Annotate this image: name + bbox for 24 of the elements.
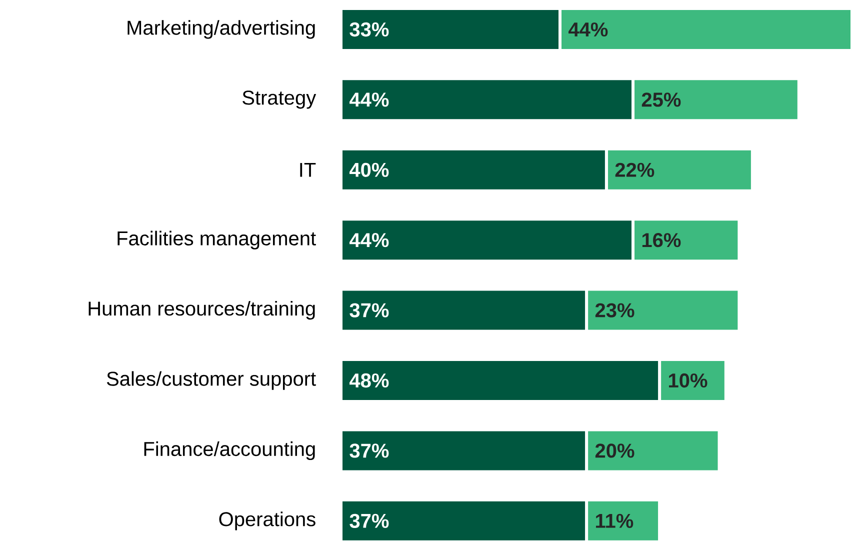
y-tick-label: Facilities management bbox=[118, 230, 316, 250]
data-label: 20% bbox=[595, 444, 634, 458]
data-label: 44% bbox=[350, 92, 389, 107]
data-label: 48% bbox=[350, 373, 389, 388]
data-label: 25% bbox=[642, 92, 681, 107]
y-tick-label: Marketing/advertising bbox=[128, 20, 315, 39]
y-tick-label: Sales/customer support bbox=[106, 371, 316, 390]
data-label: 23% bbox=[595, 303, 634, 318]
data-label: 10% bbox=[668, 373, 708, 388]
y-tick-label: IT bbox=[300, 162, 316, 177]
y-tick-label: Human resources/training bbox=[88, 300, 315, 320]
data-label: 44% bbox=[350, 233, 389, 248]
data-label: 16% bbox=[642, 232, 681, 248]
data-label: 33% bbox=[350, 22, 389, 37]
data-label: 11% bbox=[596, 514, 634, 528]
data-label: 37% bbox=[350, 514, 389, 528]
data-label: 40% bbox=[350, 162, 389, 177]
data-label: 37% bbox=[350, 303, 389, 318]
data-label: 37% bbox=[350, 444, 389, 458]
y-tick-label: Finance/accounting bbox=[144, 441, 315, 460]
data-label: 22% bbox=[615, 162, 654, 177]
y-tick-label: Strategy bbox=[242, 90, 316, 109]
data-label: 44% bbox=[568, 22, 608, 36]
y-tick-label: Operations bbox=[219, 512, 316, 530]
